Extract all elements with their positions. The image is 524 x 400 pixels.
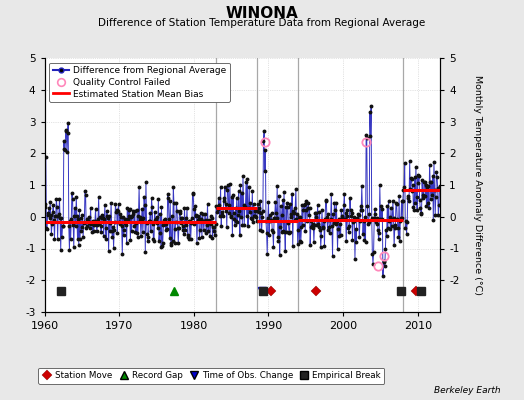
Legend: Difference from Regional Average, Quality Control Failed, Estimated Station Mean: Difference from Regional Average, Qualit… <box>49 62 230 102</box>
Text: WINONA: WINONA <box>226 6 298 21</box>
Text: Difference of Station Temperature Data from Regional Average: Difference of Station Temperature Data f… <box>99 18 425 28</box>
Y-axis label: Monthly Temperature Anomaly Difference (°C): Monthly Temperature Anomaly Difference (… <box>474 75 483 295</box>
Text: Berkeley Earth: Berkeley Earth <box>434 386 500 395</box>
Legend: Station Move, Record Gap, Time of Obs. Change, Empirical Break: Station Move, Record Gap, Time of Obs. C… <box>38 368 384 384</box>
